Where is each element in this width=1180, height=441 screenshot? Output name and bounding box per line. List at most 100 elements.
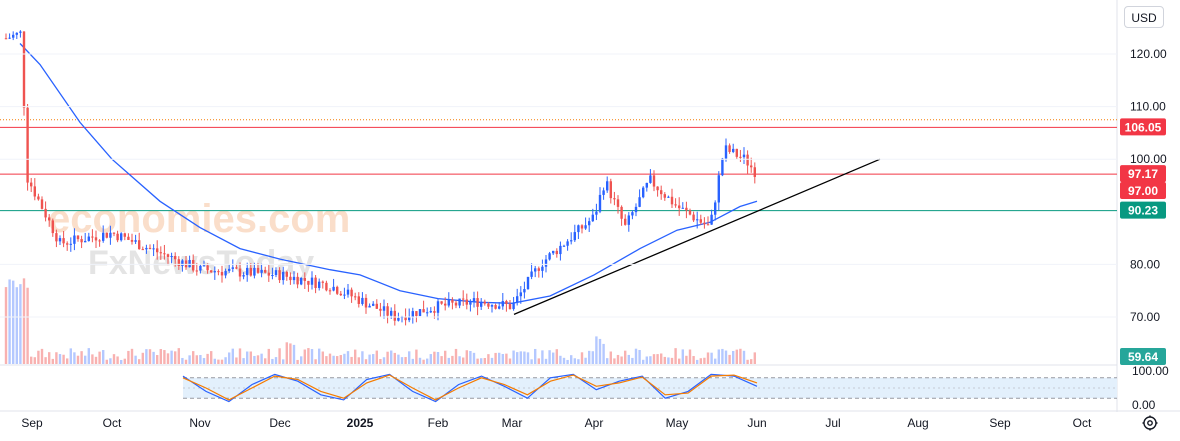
price-level-tag-label: 106.05 [1125,120,1162,134]
volume-bar [321,351,324,364]
volume-bar [213,358,216,364]
volume-bar [602,343,605,364]
candle-body [62,238,65,244]
candle-body [184,260,188,268]
candle-body [688,210,692,215]
candle-body [148,247,152,249]
volume-bar [649,356,652,364]
volume-bar [480,358,483,364]
volume-bar [451,355,454,364]
volume-bar [717,349,720,364]
volume-bar [728,354,731,364]
volume-bar [105,359,108,364]
volume-bar [314,359,317,364]
candle-body [285,271,288,277]
candle-body [501,301,504,307]
candle-body [98,240,101,242]
candle-body [314,277,317,288]
volume-bar [48,352,51,364]
volume-bar [195,355,198,364]
candle-body [37,196,40,200]
candle-body [213,271,216,273]
candle-body [325,282,328,291]
candle-body [505,301,508,305]
volume-bar [706,352,710,364]
volume-bar [703,357,706,364]
candle-body [328,290,332,292]
volume-bar [199,354,202,364]
candle-body [339,293,342,296]
trendline[interactable] [513,158,881,315]
candle-body [570,240,573,242]
price-tags: 106.05 97.17 97.00 90.23 59.64 [1120,118,1166,365]
candle-body [310,277,314,285]
candle-body [526,276,530,290]
volume-bar [739,348,742,364]
volume-bar [98,351,101,364]
volume-bar [418,357,422,364]
volume-bar [436,352,440,364]
volume-bar [303,349,306,364]
volume-bar [91,354,94,364]
candle-body [249,267,252,276]
volume-bar [512,350,515,364]
volume-bar [580,352,584,364]
volume-bar [339,355,342,364]
volume-bar [76,355,80,364]
candle-body [606,181,609,191]
candle-body [548,253,551,260]
candle-body [516,296,519,303]
candle-body [436,301,440,313]
candle-body [372,303,375,306]
candle-body [58,238,62,242]
volume-bar [109,358,112,364]
time-tick-label: Oct [103,416,122,430]
candle-body [598,194,602,212]
candle-body [332,286,335,291]
volume-bar [274,357,278,364]
candle-body [519,292,522,297]
candle-body [469,301,472,305]
candle-body [238,268,242,277]
candle-body [562,245,566,247]
volume-bar [440,356,443,364]
candle-body [717,175,720,203]
volume-bar [696,359,699,364]
candle-body [631,212,634,216]
volume-bars [4,278,756,364]
price-level-tag [1120,181,1166,199]
candle-body [508,304,512,310]
volume-bar [415,349,418,364]
volume-bar [429,354,432,364]
candle-body [364,297,368,308]
volume-bar [170,350,173,364]
gear-icon[interactable] [1141,414,1159,432]
volume-bar [51,358,54,364]
candle-body [40,199,44,209]
volume-bar [447,357,450,364]
volume-bar [354,349,357,364]
volume-bar [235,357,238,364]
volume-bar [267,348,270,364]
candle-body [156,248,159,253]
candle-body [534,268,537,272]
currency-button[interactable]: USD [1124,6,1164,28]
candle-body [480,301,483,307]
candle-body [739,156,742,158]
candle-body [386,306,389,316]
candle-body [577,225,580,233]
price-level-tag-label: 97.17 [1128,167,1158,181]
candle-body [181,260,184,266]
volume-bar [328,353,332,364]
candle-body [580,225,584,229]
candle-body [627,215,630,225]
candle-body [458,298,461,306]
candle-body [537,268,540,271]
volume-bar [40,348,44,364]
volume-bar [505,353,508,364]
candle-body [336,286,339,294]
time-tick-label: May [666,416,689,430]
volume-bar [58,354,62,364]
candle-body [692,214,695,221]
